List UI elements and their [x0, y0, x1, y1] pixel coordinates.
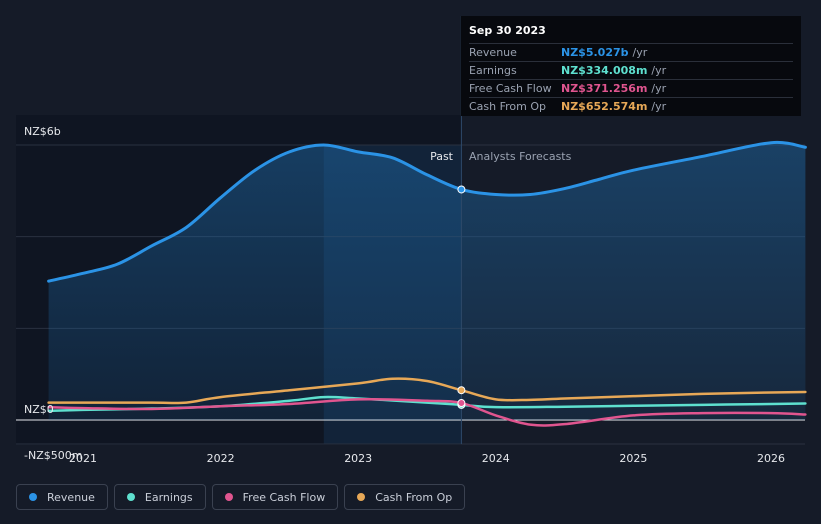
y-tick-label: NZ$6b	[24, 125, 61, 138]
x-tick-label: 2024	[482, 452, 510, 465]
x-tick-label: 2025	[619, 452, 647, 465]
tooltip-label: Earnings	[469, 64, 517, 77]
tooltip-label: Revenue	[469, 46, 517, 59]
x-tick-label: 2022	[207, 452, 235, 465]
tooltip-row-revenue: Revenue NZ$5.027b /yr	[469, 43, 793, 61]
tooltip-label: Cash From Op	[469, 100, 547, 113]
x-tick-label: 2021	[69, 452, 97, 465]
area-fills	[48, 142, 806, 420]
series-lines	[47, 140, 807, 427]
legend: Revenue Earnings Free Cash Flow Cash Fro…	[16, 484, 466, 510]
tooltip-unit: /yr	[632, 46, 648, 59]
series-markers	[457, 185, 466, 409]
free-cash-flow-marker	[457, 399, 466, 408]
revenue-line	[47, 140, 807, 283]
tooltip-value: NZ$652.574m	[561, 100, 648, 113]
revenue-marker	[457, 185, 466, 194]
tooltip-unit: /yr	[651, 100, 667, 113]
free-cash-flow-dot-icon	[224, 493, 233, 501]
past-label: Past	[430, 150, 454, 163]
tooltip: Sep 30 2023 Revenue NZ$5.027b /yr Earnin…	[461, 16, 801, 116]
legend-label: Earnings	[144, 490, 193, 504]
revenue-dot-icon	[29, 493, 37, 501]
tooltip-row-cash-from-op: Cash From Op NZ$652.574m /yr	[469, 97, 793, 115]
legend-label: Free Cash Flow	[242, 490, 326, 504]
legend-item-revenue[interactable]: Revenue	[16, 484, 108, 510]
y-axis-labels: NZ$6b NZ$0 -NZ$500m	[24, 125, 82, 462]
earnings-dot-icon	[126, 493, 135, 501]
tooltip-unit: /yr	[651, 64, 667, 77]
x-tick-label: 2023	[344, 452, 372, 465]
tooltip-value: NZ$334.008m	[561, 64, 648, 77]
cash-from-op-line	[47, 377, 807, 405]
tooltip-date: Sep 30 2023	[469, 24, 546, 37]
legend-item-free-cash-flow[interactable]: Free Cash Flow	[211, 484, 339, 510]
y-tick-label: -NZ$500m	[24, 449, 82, 462]
cash-from-op-dot-icon	[357, 493, 366, 501]
tooltip-label: Free Cash Flow	[469, 82, 552, 95]
tooltip-value: NZ$371.256m	[561, 82, 648, 95]
y-tick-label: NZ$0	[24, 403, 54, 416]
tooltip-value: NZ$5.027b	[561, 46, 629, 59]
cash-from-op-marker	[457, 386, 466, 395]
tooltip-unit: /yr	[651, 82, 667, 95]
tooltip-row-earnings: Earnings NZ$334.008m /yr	[469, 61, 793, 79]
legend-item-cash-from-op[interactable]: Cash From Op	[344, 484, 466, 510]
x-tick-label: 2026	[757, 452, 785, 465]
x-axis-labels: 2021 2022 2023 2024 2025 2026	[69, 452, 785, 465]
legend-label: Revenue	[47, 490, 95, 504]
forecast-label: Analysts Forecasts	[469, 150, 572, 163]
legend-item-earnings[interactable]: Earnings	[113, 484, 206, 510]
legend-label: Cash From Op	[375, 490, 453, 504]
tooltip-row-free-cash-flow: Free Cash Flow NZ$371.256m /yr	[469, 79, 793, 97]
revenue-area	[48, 142, 806, 420]
